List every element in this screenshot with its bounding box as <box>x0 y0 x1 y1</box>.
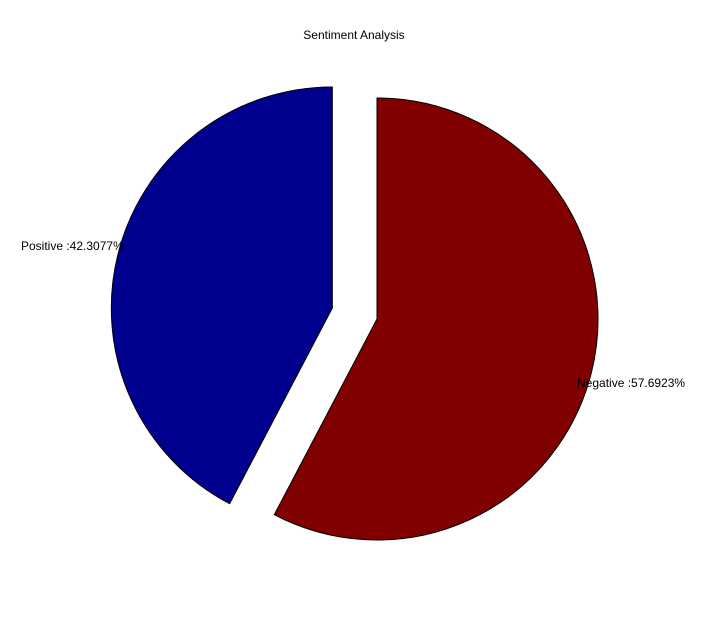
pie-slices <box>110 86 599 541</box>
pie-labels: Negative :57.6923% Positive :42.3077% <box>21 239 685 390</box>
chart-title: Sentiment Analysis <box>303 28 404 42</box>
pie-slice-negative <box>273 97 599 541</box>
pie-label-negative: Negative :57.6923% <box>577 376 685 390</box>
pie-label-positive: Positive :42.3077% <box>21 239 124 253</box>
pie-slice-positive <box>110 86 333 505</box>
